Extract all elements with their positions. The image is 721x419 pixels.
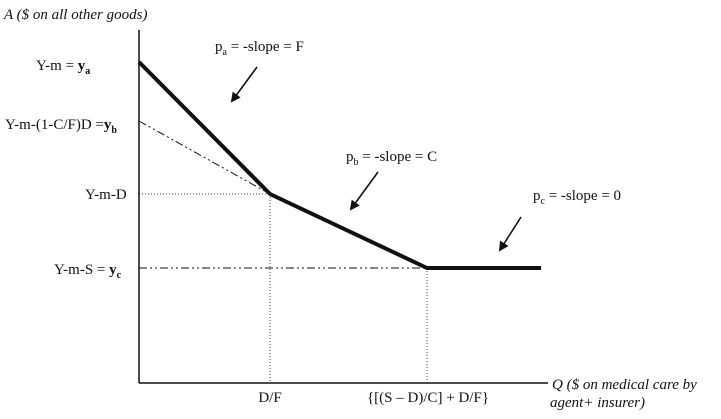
annotation-pb-p: p [346,149,354,165]
x-axis-title-line2: agent+ insurer) [550,395,645,411]
y-tick-ya-prefix: Y-m = [36,58,78,74]
y-tick-ya: Y-m = ya [36,58,90,77]
y-tick-ymd: Y-m-D [85,187,127,203]
y-tick-yb-symbol: y [104,117,112,133]
y-tick-yc-subscript: c [117,270,122,281]
y-tick-yb: Y-m-(1-C/F)D =yb [5,117,117,136]
annotation-pc-p: p [533,188,541,204]
y-tick-yb-subscript: b [111,125,117,136]
y-tick-yc: Y-m-S = yc [54,262,122,281]
annotation-pc-subscript: c [541,196,546,207]
y-tick-yc-prefix: Y-m-S = [54,262,109,278]
annotation-pb-subscript: b [354,157,359,168]
y-tick-yc-symbol: y [109,262,117,278]
x-tick-df: D/F [258,390,281,406]
arrow-pa [230,66,258,103]
annotation-pc-text: = -slope = 0 [545,188,621,204]
y-tick-ya-symbol: y [78,58,86,74]
y-axis-title: A ($ on all other goods) [3,7,147,23]
annotation-pc: pc = -slope = 0 [533,188,621,207]
y-tick-ya-subscript: a [85,66,90,77]
budget-constraint-line [137,60,541,270]
annotation-pa-text: = -slope = F [227,39,304,55]
y-tick-yb-prefix: Y-m-(1-C/F)D = [5,117,104,133]
annotation-pa-subscript: a [223,47,228,58]
arrow-pb [349,171,379,211]
arrow-pc [498,216,522,252]
guide-yb-extension [138,120,271,195]
annotation-pb: pb = -slope = C [346,149,437,168]
annotation-pa: pa = -slope = F [215,39,304,58]
x-axis-title-line1: Q ($ on medical care by [552,377,697,393]
annotation-pa-p: p [215,39,223,55]
annotation-pb-text: = -slope = C [359,149,438,165]
x-tick-sdc: {[(S – D)/C] + D/F} [367,390,489,406]
